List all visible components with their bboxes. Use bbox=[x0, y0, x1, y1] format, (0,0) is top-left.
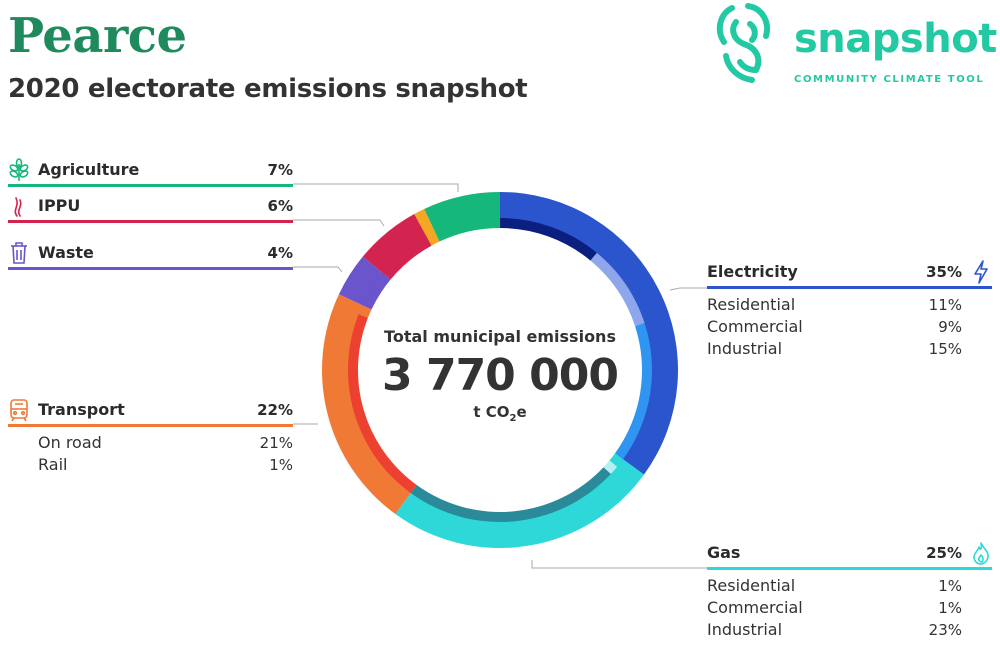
bin-icon bbox=[11, 242, 27, 264]
lightning-icon bbox=[974, 260, 988, 284]
category-waste: Waste 4% bbox=[8, 241, 293, 270]
outer-segment-agriculture bbox=[424, 192, 500, 235]
list-item: Industrial 23% bbox=[707, 620, 962, 639]
category-name: Electricity bbox=[707, 262, 798, 281]
category-underline bbox=[8, 184, 293, 187]
outer-segment-ippu bbox=[362, 214, 428, 275]
connector-electricity bbox=[669, 287, 707, 291]
category-name: Waste bbox=[38, 243, 94, 262]
inner-segment-electricity-commercial bbox=[590, 252, 645, 327]
transport-breakdown: On road 21% Rail 1% bbox=[38, 432, 293, 476]
category-underline bbox=[8, 424, 293, 427]
category-name: Transport bbox=[38, 400, 125, 419]
inner-segment-agriculture bbox=[435, 218, 500, 242]
list-item: Commercial 9% bbox=[707, 317, 962, 336]
gas-flame-icon bbox=[973, 542, 989, 565]
inner-segment-gas-residential bbox=[609, 453, 623, 467]
leaf-icon bbox=[9, 158, 29, 181]
snapshot-logo: snapshot COMMUNITY CLIMATE TOOL bbox=[712, 0, 1000, 95]
category-underline bbox=[8, 220, 293, 223]
inner-segment-transport-on-road bbox=[348, 314, 417, 493]
inner-segment-other bbox=[426, 232, 440, 246]
flame-wisp-icon bbox=[14, 197, 22, 217]
category-name: Agriculture bbox=[38, 160, 140, 179]
inner-segment-gas-commercial bbox=[603, 460, 618, 475]
outer-segment-other bbox=[414, 208, 437, 239]
total-value: 3 770 000 bbox=[382, 350, 619, 401]
list-item: Commercial 1% bbox=[707, 598, 962, 617]
unit-prefix: t CO bbox=[473, 403, 510, 421]
category-underline bbox=[707, 286, 992, 289]
category-percent: 25% bbox=[926, 544, 962, 562]
fingerprint-s-icon bbox=[716, 3, 770, 83]
category-name: IPPU bbox=[38, 196, 81, 215]
category-ippu: IPPU 6% bbox=[8, 194, 293, 223]
outer-segment-waste bbox=[338, 256, 385, 307]
unit-suffix: e bbox=[516, 403, 527, 421]
logo-wordmark: snapshot bbox=[794, 16, 997, 62]
category-percent: 35% bbox=[926, 263, 962, 281]
inner-segment-waste bbox=[362, 273, 391, 310]
outer-segment-gas bbox=[395, 458, 645, 548]
list-item: Industrial 15% bbox=[707, 339, 962, 358]
gas-breakdown: Residential 1% Commercial 1% Industrial 23% bbox=[707, 575, 962, 641]
category-percent: 6% bbox=[267, 197, 293, 215]
category-underline bbox=[8, 267, 293, 270]
category-agriculture: Agriculture 7% bbox=[8, 158, 293, 187]
list-item: On road 21% bbox=[38, 433, 293, 452]
inner-segment-transport-rail bbox=[358, 305, 372, 318]
category-percent: 22% bbox=[257, 401, 293, 419]
category-percent: 7% bbox=[267, 161, 293, 179]
list-item: Residential 11% bbox=[707, 295, 962, 314]
category-transport: Transport 22% bbox=[8, 398, 293, 427]
category-electricity: Electricity 35% bbox=[707, 260, 992, 289]
inner-segment-ippu bbox=[382, 236, 432, 280]
category-underline bbox=[707, 567, 992, 570]
page-title: Pearce bbox=[8, 8, 187, 64]
unit-subscript: 2 bbox=[509, 413, 517, 424]
category-gas: Gas 25% bbox=[707, 541, 992, 570]
connector-agriculture bbox=[293, 183, 459, 192]
inner-segment-gas-industrial bbox=[410, 467, 611, 522]
connector-waste bbox=[293, 266, 343, 273]
category-percent: 4% bbox=[267, 244, 293, 262]
outer-segment-transport bbox=[322, 294, 412, 515]
page-subtitle: 2020 electorate emissions snapshot bbox=[8, 74, 528, 104]
inner-segment-electricity-industrial bbox=[614, 323, 652, 460]
electricity-breakdown: Residential 11% Commercial 9% Industrial 15… bbox=[707, 294, 962, 360]
train-icon bbox=[10, 399, 28, 422]
connector-ippu bbox=[293, 219, 385, 227]
list-item: Rail 1% bbox=[38, 455, 293, 474]
category-name: Gas bbox=[707, 543, 741, 562]
inner-segment-electricity-residential bbox=[500, 218, 597, 261]
list-item: Residential 1% bbox=[707, 576, 962, 595]
connector-gas bbox=[531, 560, 707, 569]
total-label: Total municipal emissions bbox=[384, 327, 616, 346]
logo-tagline: COMMUNITY CLIMATE TOOL bbox=[794, 74, 985, 85]
total-unit: t CO2e bbox=[350, 403, 650, 424]
outer-segment-electricity bbox=[500, 192, 678, 475]
